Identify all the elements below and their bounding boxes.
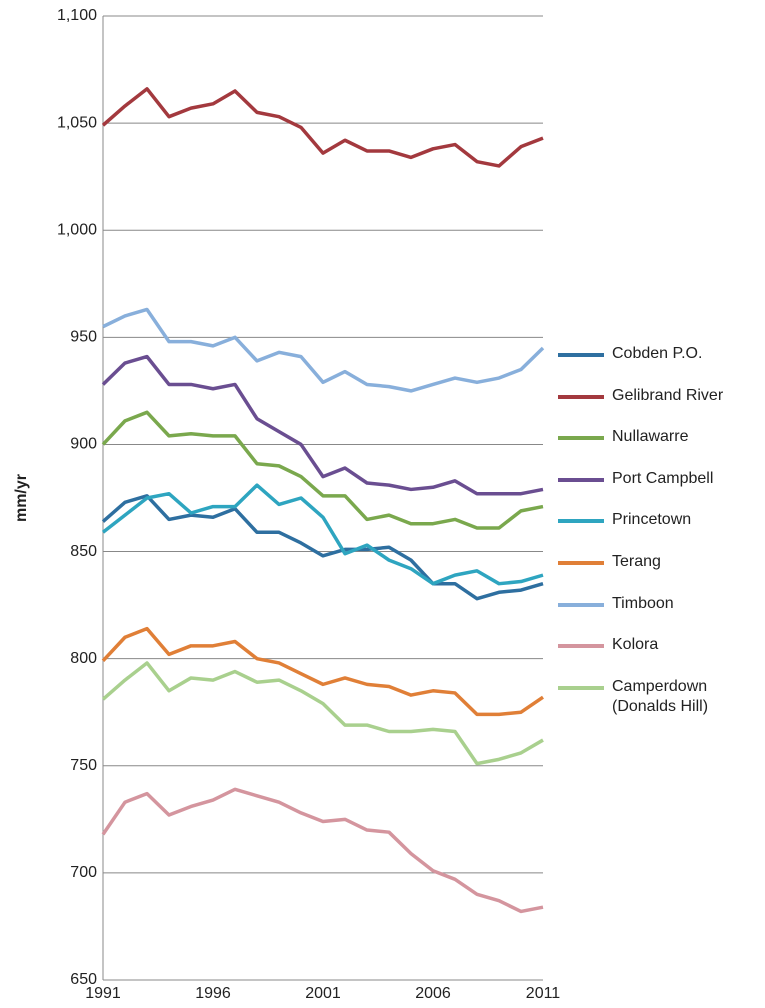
y-tick-label: 1,100 [57,7,97,24]
legend-label: Terang [612,552,661,570]
legend-item: Cobden P.O. [558,344,763,386]
legend-item: Princetown [558,510,763,552]
y-tick-label: 950 [70,329,97,346]
legend-label: Port Campbell [612,469,714,487]
legend-item: Gelibrand River [558,386,763,428]
legend-swatch [558,560,604,565]
series-line [101,354,544,496]
legend-swatch [558,477,604,482]
x-tick-label: 2011 [526,985,561,1002]
y-tick-label: 900 [70,436,97,453]
legend-swatch [558,519,604,524]
y-tick-label: 1,000 [57,221,97,238]
legend-item: Port Campbell [558,469,763,511]
series-line [101,661,544,766]
legend-swatch [558,436,604,441]
x-tick-label: 2006 [415,985,451,1002]
legend-item: Nullawarre [558,427,763,469]
legend-swatch [558,394,604,399]
y-tick-label: 1,050 [57,114,97,131]
legend-label: Gelibrand River [612,386,724,404]
series-line [101,87,544,168]
legend-label: Camperdown (Donalds Hill) [612,677,709,715]
series-line [102,307,545,393]
y-tick-label: 700 [70,864,97,881]
x-tick-label: 1991 [85,985,121,1002]
legend-label: Cobden P.O. [612,345,703,362]
x-tick-label: 1996 [195,985,231,1002]
y-tick-label: 850 [70,543,97,560]
series-line [101,626,544,717]
legend-swatch [558,644,604,649]
series-line [101,494,544,601]
legend-item: Timboon [558,594,763,636]
legend-item: Terang [558,552,763,594]
legend-swatch [558,353,604,357]
series-line [101,483,544,586]
legend-label: Kolora [612,636,659,654]
legend-item: Camperdown (Donalds Hill) [558,677,763,719]
y-tick-label: 800 [70,650,97,667]
x-tick-label: 2001 [305,985,341,1002]
legend-swatch [558,685,604,690]
legend-label: Nullawarre [612,428,689,446]
legend-item: Kolora [558,635,763,677]
series-line [101,410,544,530]
y-axis-label: mm/yr [13,474,30,522]
series-line [101,787,544,914]
legend-swatch [558,602,604,607]
legend-label: Timboon [612,594,674,612]
y-tick-label: 750 [70,757,97,774]
legend-label: Princetown [612,511,692,529]
legend: Cobden P.O. Gelibrand River Nullawarre Port… [558,344,763,718]
y-tick-label: 650 [70,971,97,988]
